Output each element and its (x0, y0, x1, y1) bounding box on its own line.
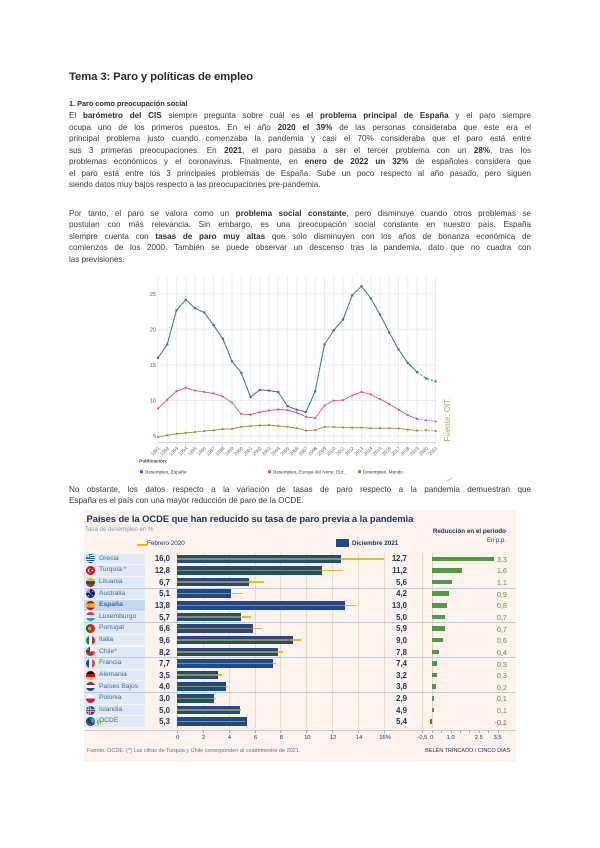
svg-text:Publicación:: Publicación: (139, 459, 168, 465)
svg-text:2002: 2002 (252, 445, 263, 456)
svg-text:2010: 2010 (326, 445, 337, 456)
svg-text:2015: 2015 (372, 445, 383, 456)
svg-text:10: 10 (150, 398, 156, 404)
svg-text:1993: 1993 (168, 445, 179, 456)
svg-text:1998: 1998 (215, 445, 226, 456)
svg-text:1999: 1999 (224, 445, 235, 456)
svg-text:2009: 2009 (316, 445, 327, 456)
svg-text:1992: 1992 (159, 445, 170, 456)
svg-text:2008: 2008 (307, 445, 318, 456)
svg-text:5: 5 (153, 434, 156, 440)
svg-text:1991: 1991 (150, 445, 161, 456)
svg-text:2021: 2021 (427, 445, 438, 456)
svg-text:2007: 2007 (298, 445, 309, 456)
svg-text:2011: 2011 (335, 445, 346, 456)
svg-text:15: 15 (150, 363, 156, 369)
svg-text:2020: 2020 (418, 445, 429, 456)
svg-text:2017: 2017 (390, 445, 401, 456)
svg-text:1995: 1995 (187, 445, 198, 456)
svg-text:25: 25 (150, 292, 156, 298)
svg-text:2000: 2000 (233, 445, 244, 456)
svg-text:20: 20 (150, 327, 156, 333)
svg-text:2014: 2014 (363, 445, 374, 456)
svg-text:2005: 2005 (279, 445, 290, 456)
svg-text:2012: 2012 (344, 445, 355, 456)
svg-text:1996: 1996 (196, 445, 207, 456)
svg-text:2003: 2003 (261, 445, 272, 456)
svg-text:1994: 1994 (178, 445, 189, 456)
svg-text:2018: 2018 (400, 445, 411, 456)
svg-text:2016: 2016 (381, 445, 392, 456)
svg-text:Fuente: OIT.: Fuente: OIT. (443, 397, 452, 441)
svg-text:2006: 2006 (289, 445, 300, 456)
svg-text:2001: 2001 (242, 445, 253, 456)
svg-text:2019: 2019 (409, 445, 420, 456)
svg-text:Desempleo, Europa del Norte, E: Desempleo, Europa del Norte, Eur... (273, 469, 347, 474)
svg-text:2013: 2013 (353, 445, 364, 456)
svg-text:2004: 2004 (270, 445, 281, 456)
svg-text:Desempleo, Mundo: Desempleo, Mundo (363, 469, 403, 474)
svg-text:Desempleo, España: Desempleo, España (145, 469, 187, 474)
svg-text:1997: 1997 (205, 445, 216, 456)
